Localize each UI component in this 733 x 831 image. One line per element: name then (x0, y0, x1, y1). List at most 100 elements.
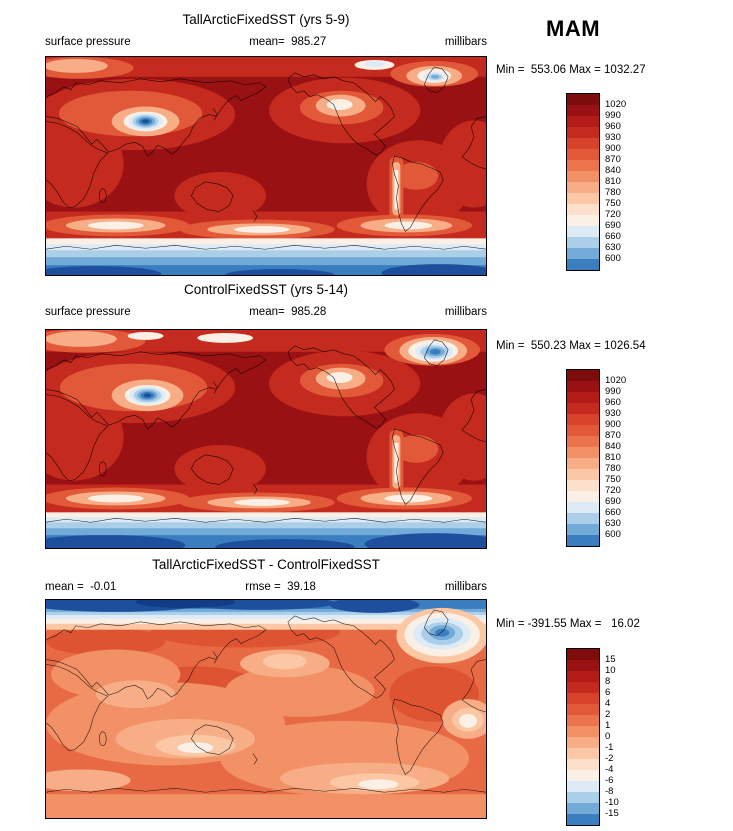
colorbar-segment (567, 226, 599, 237)
colorbar-segment (567, 671, 599, 682)
colorbar-tick-label: -1 (605, 742, 614, 753)
colorbar-segment (567, 535, 599, 546)
colorbar-tick-label: 930 (605, 132, 621, 143)
colorbar-segment (567, 171, 599, 182)
panel-2-minmax: Min = 550.23 Max = 1026.54 (496, 340, 646, 352)
colorbar-tick-label: -6 (605, 775, 614, 786)
colorbar-tick-label: 780 (605, 187, 621, 198)
panel-2-title: ControlFixedSST (yrs 5-14) (183, 282, 349, 297)
panel-1-mean-label: mean= 985.27 (249, 36, 327, 48)
colorbar-tick-label: 720 (605, 209, 621, 220)
panel-3-header: mean = -0.01 rmse = 39.18 millibars (45, 581, 487, 593)
tibet-low (128, 112, 163, 130)
colorbar-tick-label: 810 (605, 176, 621, 187)
panel-3-rmse-label: rmse = 39.18 (245, 581, 316, 593)
colorbar-tick-label: -2 (605, 753, 614, 764)
colorbar-segment (567, 215, 599, 226)
map-1-svg (46, 57, 486, 275)
panel-1-title: TallArcticFixedSST (yrs 5-9) (182, 12, 350, 27)
colorbar-tick-label: -8 (605, 786, 614, 797)
colorbar-segment (567, 715, 599, 726)
colorbar-segment (567, 204, 599, 215)
colorbar-segment (567, 759, 599, 770)
panel-3-colorbar: 15 10 8 6 4 2 1 0 -1 -2 -4 -6 -8 -10 -15 (566, 648, 619, 826)
colorbar-tick-label: 900 (605, 419, 621, 430)
colorbar-tick-label: 870 (605, 430, 621, 441)
colorbar-segment (567, 116, 599, 127)
colorbar-segment (567, 248, 599, 259)
panel-3-mean-label: mean = -0.01 (45, 581, 117, 593)
colorbar-tick-label: 660 (605, 231, 621, 242)
colorbar-tick-label: 780 (605, 463, 621, 474)
colorbar-segment (567, 524, 599, 535)
colorbar-segment (567, 649, 599, 660)
colorbar-tick-label: 1020 (605, 375, 627, 386)
map-3-coastlines (46, 609, 486, 793)
colorbar-segment (567, 814, 599, 825)
panel-2-map (45, 329, 487, 549)
map-3-svg (46, 600, 486, 818)
panel-2-units-label: millibars (444, 306, 487, 318)
panel-3-map (45, 599, 487, 819)
greenland-low (423, 71, 446, 82)
colorbar-tick-label: -15 (605, 808, 619, 819)
panel-3-title: TallArcticFixedSST - ControlFixedSST (152, 557, 380, 572)
colorbar-tick-label: 6 (605, 687, 611, 698)
colorbar-tick-label: 960 (605, 397, 621, 408)
colorbar-segment (567, 370, 599, 381)
colorbar-segment (567, 726, 599, 737)
colorbar-segment (567, 770, 599, 781)
colorbar-segment (567, 414, 599, 425)
colorbar-segment (567, 792, 599, 803)
colorbar-segment (567, 502, 599, 513)
panel-2-colorbar: 1020 990 960 930 900 870 840 810 780 750 720 690 660… (566, 369, 626, 547)
colorbar-tick-label: 870 (605, 154, 621, 165)
colorbar-tick-label: 810 (605, 452, 621, 463)
colorbar-segment (567, 682, 599, 693)
colorbar-tick-label: 8 (605, 676, 611, 687)
colorbar-segment (567, 237, 599, 248)
colorbar-segment (567, 259, 599, 270)
colorbar-segment (567, 392, 599, 403)
colorbar-segment (567, 693, 599, 704)
colorbar-segment (567, 105, 599, 116)
colorbar-segment (567, 491, 599, 502)
colorbar-segment (567, 781, 599, 792)
colorbar-segment (567, 127, 599, 138)
map-1-contour-fills (46, 57, 486, 275)
colorbar-tick-label: 840 (605, 441, 621, 452)
colorbar-segment (567, 403, 599, 414)
colorbar-tick-label: -4 (605, 764, 614, 775)
panel-3-units-label: millibars (444, 581, 487, 593)
colorbar-tick-label: 1020 (605, 99, 627, 110)
colorbar-tick-label: 750 (605, 198, 621, 209)
colorbar-tick-label: 4 (605, 698, 611, 709)
colorbar-segment (567, 94, 599, 105)
panel-1-units-label: millibars (444, 36, 487, 48)
colorbar-segment (567, 436, 599, 447)
colorbar-segment (567, 480, 599, 491)
panel-1-map (45, 56, 487, 276)
panel-3-minmax: Min = -391.55 Max = 16.02 (496, 618, 640, 630)
colorbar-tick-label: 2 (605, 709, 611, 720)
colorbar-tick-label: 690 (605, 496, 621, 507)
panel-1-colorbar: 1020 990 960 930 900 870 840 810 780 750 720 690 660… (566, 93, 626, 271)
map-2-contour-fills (46, 330, 486, 548)
colorbar-tick-label: 660 (605, 507, 621, 518)
colorbar-segment (567, 447, 599, 458)
colorbar-segment (567, 748, 599, 759)
colorbar-tick-label: 990 (605, 386, 621, 397)
panel-1-variable-label: surface pressure (45, 36, 131, 48)
colorbar-segment (567, 513, 599, 524)
tibet-low (129, 386, 166, 405)
colorbar-segment (567, 138, 599, 149)
colorbar-segment (567, 182, 599, 193)
colorbar-segment (567, 193, 599, 204)
colorbar-tick-label: 630 (605, 242, 621, 253)
colorbar-segment (567, 425, 599, 436)
colorbar-tick-label: 0 (605, 731, 611, 742)
colorbar-tick-label: 10 (605, 665, 616, 676)
colorbar-tick-label: 600 (605, 529, 621, 540)
colorbar-segment (567, 160, 599, 171)
colorbar-segment (567, 149, 599, 160)
